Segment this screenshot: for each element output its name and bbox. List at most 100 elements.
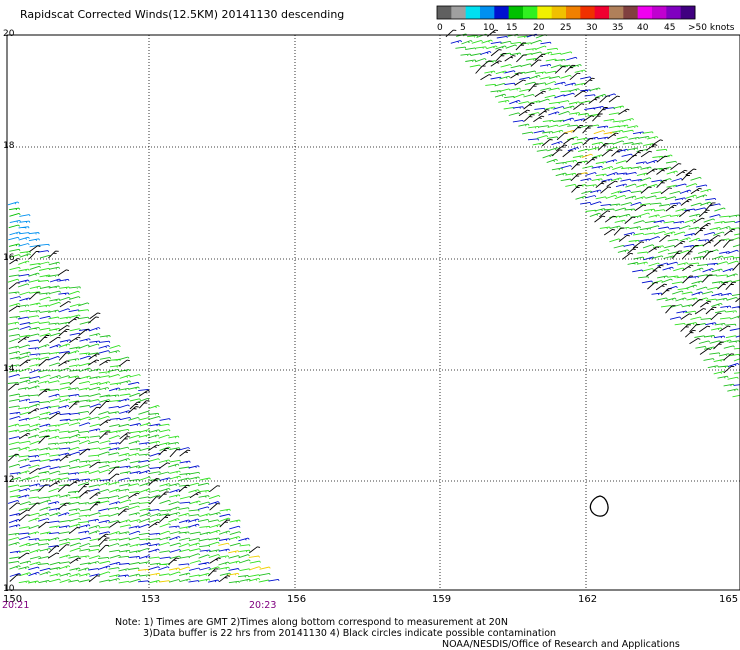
wind-barb	[47, 442, 59, 446]
wind-barb	[663, 220, 675, 224]
wind-barb	[78, 387, 90, 391]
wind-barb	[558, 110, 570, 116]
wind-barb	[138, 442, 150, 445]
wind-barb	[78, 316, 90, 320]
wind-barb	[659, 203, 671, 207]
wind-barb	[159, 418, 171, 421]
wind-barb	[547, 47, 559, 51]
wind-barb	[705, 298, 718, 301]
wind-barb	[560, 165, 572, 169]
wind-barb	[38, 470, 50, 474]
wind-barb	[661, 278, 673, 283]
wind-barb	[129, 392, 141, 398]
wind-barb	[29, 363, 41, 367]
wind-barb	[49, 470, 61, 475]
wind-barb	[528, 112, 540, 116]
wind-barb	[7, 321, 20, 325]
wind-barb	[591, 141, 604, 145]
wind-barb	[698, 209, 710, 218]
wind-barb	[612, 129, 624, 133]
wind-barb	[669, 202, 681, 205]
wind-barb	[38, 512, 50, 517]
wind-barb	[149, 572, 161, 576]
wind-barb	[675, 297, 687, 302]
wind-barb	[716, 261, 729, 265]
wind-barb	[49, 458, 61, 462]
wind-barb	[587, 147, 600, 151]
wind-barb	[617, 249, 630, 253]
wind-barb	[149, 415, 161, 420]
wind-barb	[565, 159, 577, 163]
wind-barb	[38, 543, 50, 546]
wind-barb	[97, 533, 109, 541]
wind-barb	[29, 292, 40, 300]
wind-barb	[29, 502, 40, 511]
wind-barb	[108, 520, 120, 524]
wind-barb	[681, 291, 693, 295]
lat-label: 20	[3, 29, 15, 39]
wind-barb	[9, 411, 21, 415]
wind-barb	[207, 568, 219, 577]
wind-barb	[89, 403, 101, 408]
wind-barb	[601, 149, 613, 157]
wind-barb	[18, 387, 30, 390]
wind-barb	[129, 491, 141, 494]
wind-barb	[677, 262, 689, 266]
legend-label: 35	[612, 23, 623, 33]
wind-barb	[78, 470, 90, 474]
wind-barb	[9, 476, 22, 481]
wind-barb	[609, 203, 621, 207]
wind-barb	[616, 136, 628, 140]
wind-barb	[78, 430, 90, 434]
map-frame	[6, 34, 740, 591]
wind-barb	[39, 459, 51, 462]
wind-barb	[68, 508, 81, 512]
wind-barb	[57, 477, 70, 481]
wind-barb	[654, 230, 666, 235]
wind-barb	[188, 580, 200, 583]
wind-barb	[118, 356, 130, 361]
wind-barb	[573, 103, 585, 110]
wind-barb	[626, 154, 637, 163]
wind-barb	[542, 119, 554, 123]
wind-barb	[580, 76, 592, 80]
wind-barb	[9, 338, 21, 343]
wind-barb	[709, 226, 721, 231]
wind-barb	[78, 422, 91, 427]
wind-barb	[118, 428, 130, 432]
wind-barb	[525, 70, 537, 74]
wind-barb	[79, 543, 91, 548]
wind-barb	[640, 186, 652, 194]
wind-barb	[18, 398, 31, 402]
wind-barb	[523, 114, 535, 122]
wind-barb	[8, 327, 20, 331]
wind-barb	[109, 531, 121, 536]
wind-barb	[673, 267, 685, 272]
wind-barb	[89, 312, 101, 320]
wind-barb	[148, 508, 160, 512]
wind-barb	[29, 561, 41, 566]
wind-barb	[693, 217, 705, 224]
wind-barb	[78, 344, 90, 349]
wind-barb	[38, 538, 50, 542]
wind-barb	[168, 483, 180, 487]
wind-barb	[138, 434, 150, 438]
wind-barb	[39, 411, 51, 416]
wind-barb	[209, 524, 222, 528]
wind-barb	[660, 187, 672, 195]
wind-barb	[539, 76, 551, 80]
wind-barb	[228, 568, 240, 571]
wind-barb	[697, 250, 710, 254]
wind-barb	[38, 579, 50, 584]
wind-barb	[218, 530, 231, 535]
wind-barb	[711, 327, 723, 331]
wind-barb	[169, 571, 181, 576]
wind-barb	[650, 191, 662, 195]
wind-barb	[619, 213, 631, 218]
wind-barb	[19, 542, 31, 548]
wind-barb	[671, 250, 683, 259]
wind-barb	[633, 232, 645, 236]
wind-barb	[78, 436, 90, 439]
wind-barb	[178, 531, 190, 534]
